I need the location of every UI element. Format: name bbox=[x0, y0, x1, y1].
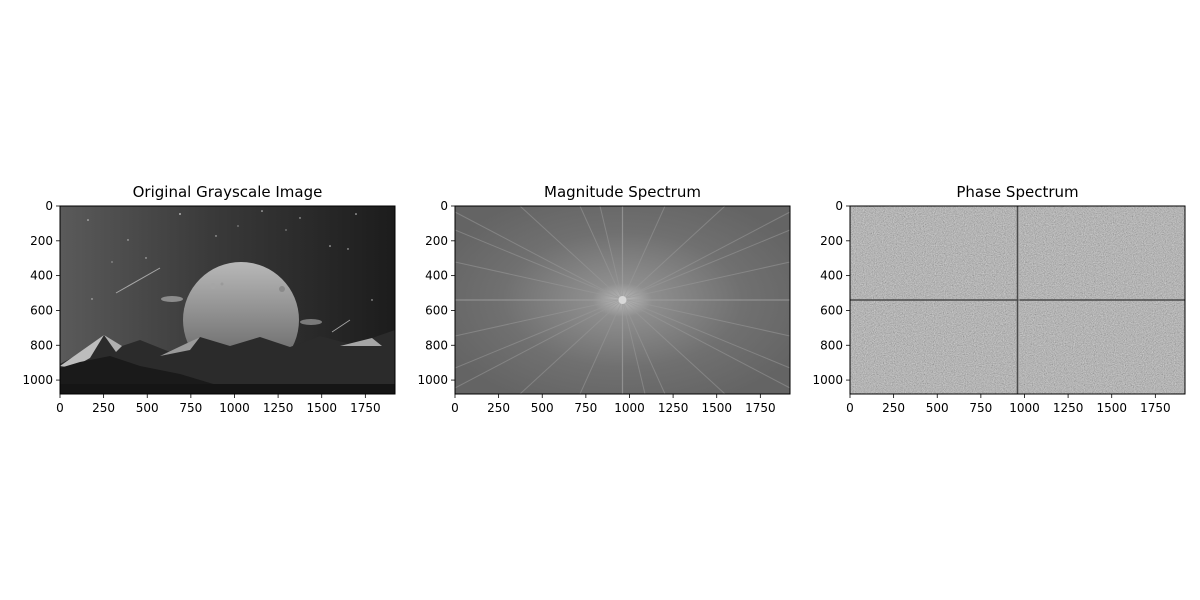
chart-title: Magnitude Spectrum bbox=[544, 183, 701, 201]
x-tick-label: 1250 bbox=[1053, 401, 1084, 415]
y-tick-label: 200 bbox=[820, 234, 843, 248]
chart-title: Phase Spectrum bbox=[956, 183, 1078, 201]
panel-original: Original Grayscale Image bbox=[22, 183, 396, 415]
x-tick-label: 1750 bbox=[350, 401, 381, 415]
image-phase bbox=[850, 206, 1185, 394]
x-tick-label: 1500 bbox=[701, 401, 732, 415]
x-tick-label: 250 bbox=[882, 401, 905, 415]
axes-frame bbox=[454, 205, 791, 395]
x-tick-label: 750 bbox=[969, 401, 992, 415]
y-tick-label: 600 bbox=[820, 303, 843, 317]
y-tick-label: 800 bbox=[30, 338, 53, 352]
x-tick-label: 500 bbox=[926, 401, 949, 415]
y-tick-label: 600 bbox=[425, 303, 448, 317]
y-tick-label: 1000 bbox=[22, 373, 53, 387]
x-tick-label: 0 bbox=[846, 401, 854, 415]
x-tick-label: 1000 bbox=[1009, 401, 1040, 415]
y-tick-label: 0 bbox=[45, 199, 53, 213]
x-tick-label: 750 bbox=[574, 401, 597, 415]
x-tick-label: 1750 bbox=[1140, 401, 1171, 415]
x-tick-label: 1500 bbox=[306, 401, 337, 415]
y-tick-label: 800 bbox=[425, 338, 448, 352]
axis-ticks: 0 250 500 750 1000 1250 1500 1750 0 200 400 600 800 1… bbox=[22, 199, 380, 415]
x-tick-label: 0 bbox=[56, 401, 64, 415]
axis-ticks: 0 250 500 750 1000 1250 1500 1750 0 200 400 600 800 1… bbox=[417, 199, 775, 415]
axes-frame bbox=[849, 205, 1186, 395]
x-tick-label: 1250 bbox=[263, 401, 294, 415]
x-tick-label: 500 bbox=[136, 401, 159, 415]
panel-phase: Phase Spectrum 0 250 500 750 1000 1250 1500 175… bbox=[812, 183, 1186, 415]
stars bbox=[87, 210, 373, 301]
x-tick-label: 250 bbox=[92, 401, 115, 415]
x-tick-label: 750 bbox=[179, 401, 202, 415]
x-tick-label: 1750 bbox=[745, 401, 776, 415]
axis-ticks: 0 250 500 750 1000 1250 1500 1750 0 200 400 600 800 1… bbox=[812, 199, 1170, 415]
x-tick-label: 1500 bbox=[1096, 401, 1127, 415]
y-tick-label: 200 bbox=[30, 234, 53, 248]
y-tick-label: 600 bbox=[30, 303, 53, 317]
y-tick-label: 400 bbox=[30, 269, 53, 283]
y-tick-label: 400 bbox=[425, 269, 448, 283]
y-tick-label: 0 bbox=[835, 199, 843, 213]
y-tick-label: 800 bbox=[820, 338, 843, 352]
image-magnitude bbox=[455, 206, 790, 394]
image-original bbox=[60, 206, 395, 394]
y-tick-label: 1000 bbox=[812, 373, 843, 387]
y-tick-label: 0 bbox=[440, 199, 448, 213]
x-tick-label: 250 bbox=[487, 401, 510, 415]
x-tick-label: 1000 bbox=[614, 401, 645, 415]
panel-magnitude: Magnitude Spectrum 0 250 500 750 1000 1250 150 bbox=[417, 183, 791, 415]
y-tick-label: 200 bbox=[425, 234, 448, 248]
axes-frame bbox=[59, 205, 396, 395]
x-tick-label: 500 bbox=[531, 401, 554, 415]
y-tick-label: 1000 bbox=[417, 373, 448, 387]
x-tick-label: 0 bbox=[451, 401, 459, 415]
y-tick-label: 400 bbox=[820, 269, 843, 283]
x-tick-label: 1000 bbox=[219, 401, 250, 415]
x-tick-label: 1250 bbox=[658, 401, 689, 415]
chart-title: Original Grayscale Image bbox=[133, 183, 323, 201]
